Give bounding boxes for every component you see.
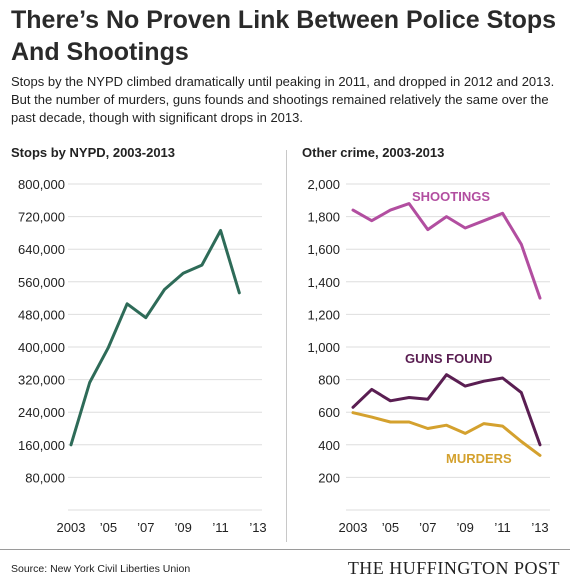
y-tick-label: 2,000 [307, 177, 340, 192]
y-tick-label: 200 [318, 470, 340, 485]
y-tick-label: 1,800 [307, 210, 340, 225]
y-tick-label: 800 [318, 373, 340, 388]
series-label: GUNS FOUND [405, 351, 492, 366]
y-tick-label: 600 [318, 405, 340, 420]
footer-divider [0, 549, 570, 550]
series-line [353, 204, 540, 299]
brand-logo: THE HUFFINGTON POST [348, 558, 560, 579]
series-line [353, 413, 540, 456]
y-tick-label: 1,200 [307, 307, 340, 322]
x-tick-label: ’07 [419, 520, 436, 535]
series-label: MURDERS [446, 451, 512, 466]
x-tick-label: 2003 [339, 520, 368, 535]
x-tick-label: ’11 [494, 520, 510, 535]
x-tick-label: ’09 [457, 520, 474, 535]
y-tick-label: 1,400 [307, 275, 340, 290]
x-tick-label: ’05 [382, 520, 399, 535]
y-tick-label: 1,600 [307, 242, 340, 257]
x-tick-label: ’13 [531, 520, 548, 535]
y-tick-label: 400 [318, 438, 340, 453]
other-crime-chart: 200 400 600 800 1,000 1,200 1,400 1,600 1,800 2,0… [0, 0, 570, 545]
series-label: SHOOTINGS [412, 189, 490, 204]
y-tick-label: 1,000 [307, 340, 340, 355]
source-note: Source: New York Civil Liberties Union [11, 563, 190, 575]
